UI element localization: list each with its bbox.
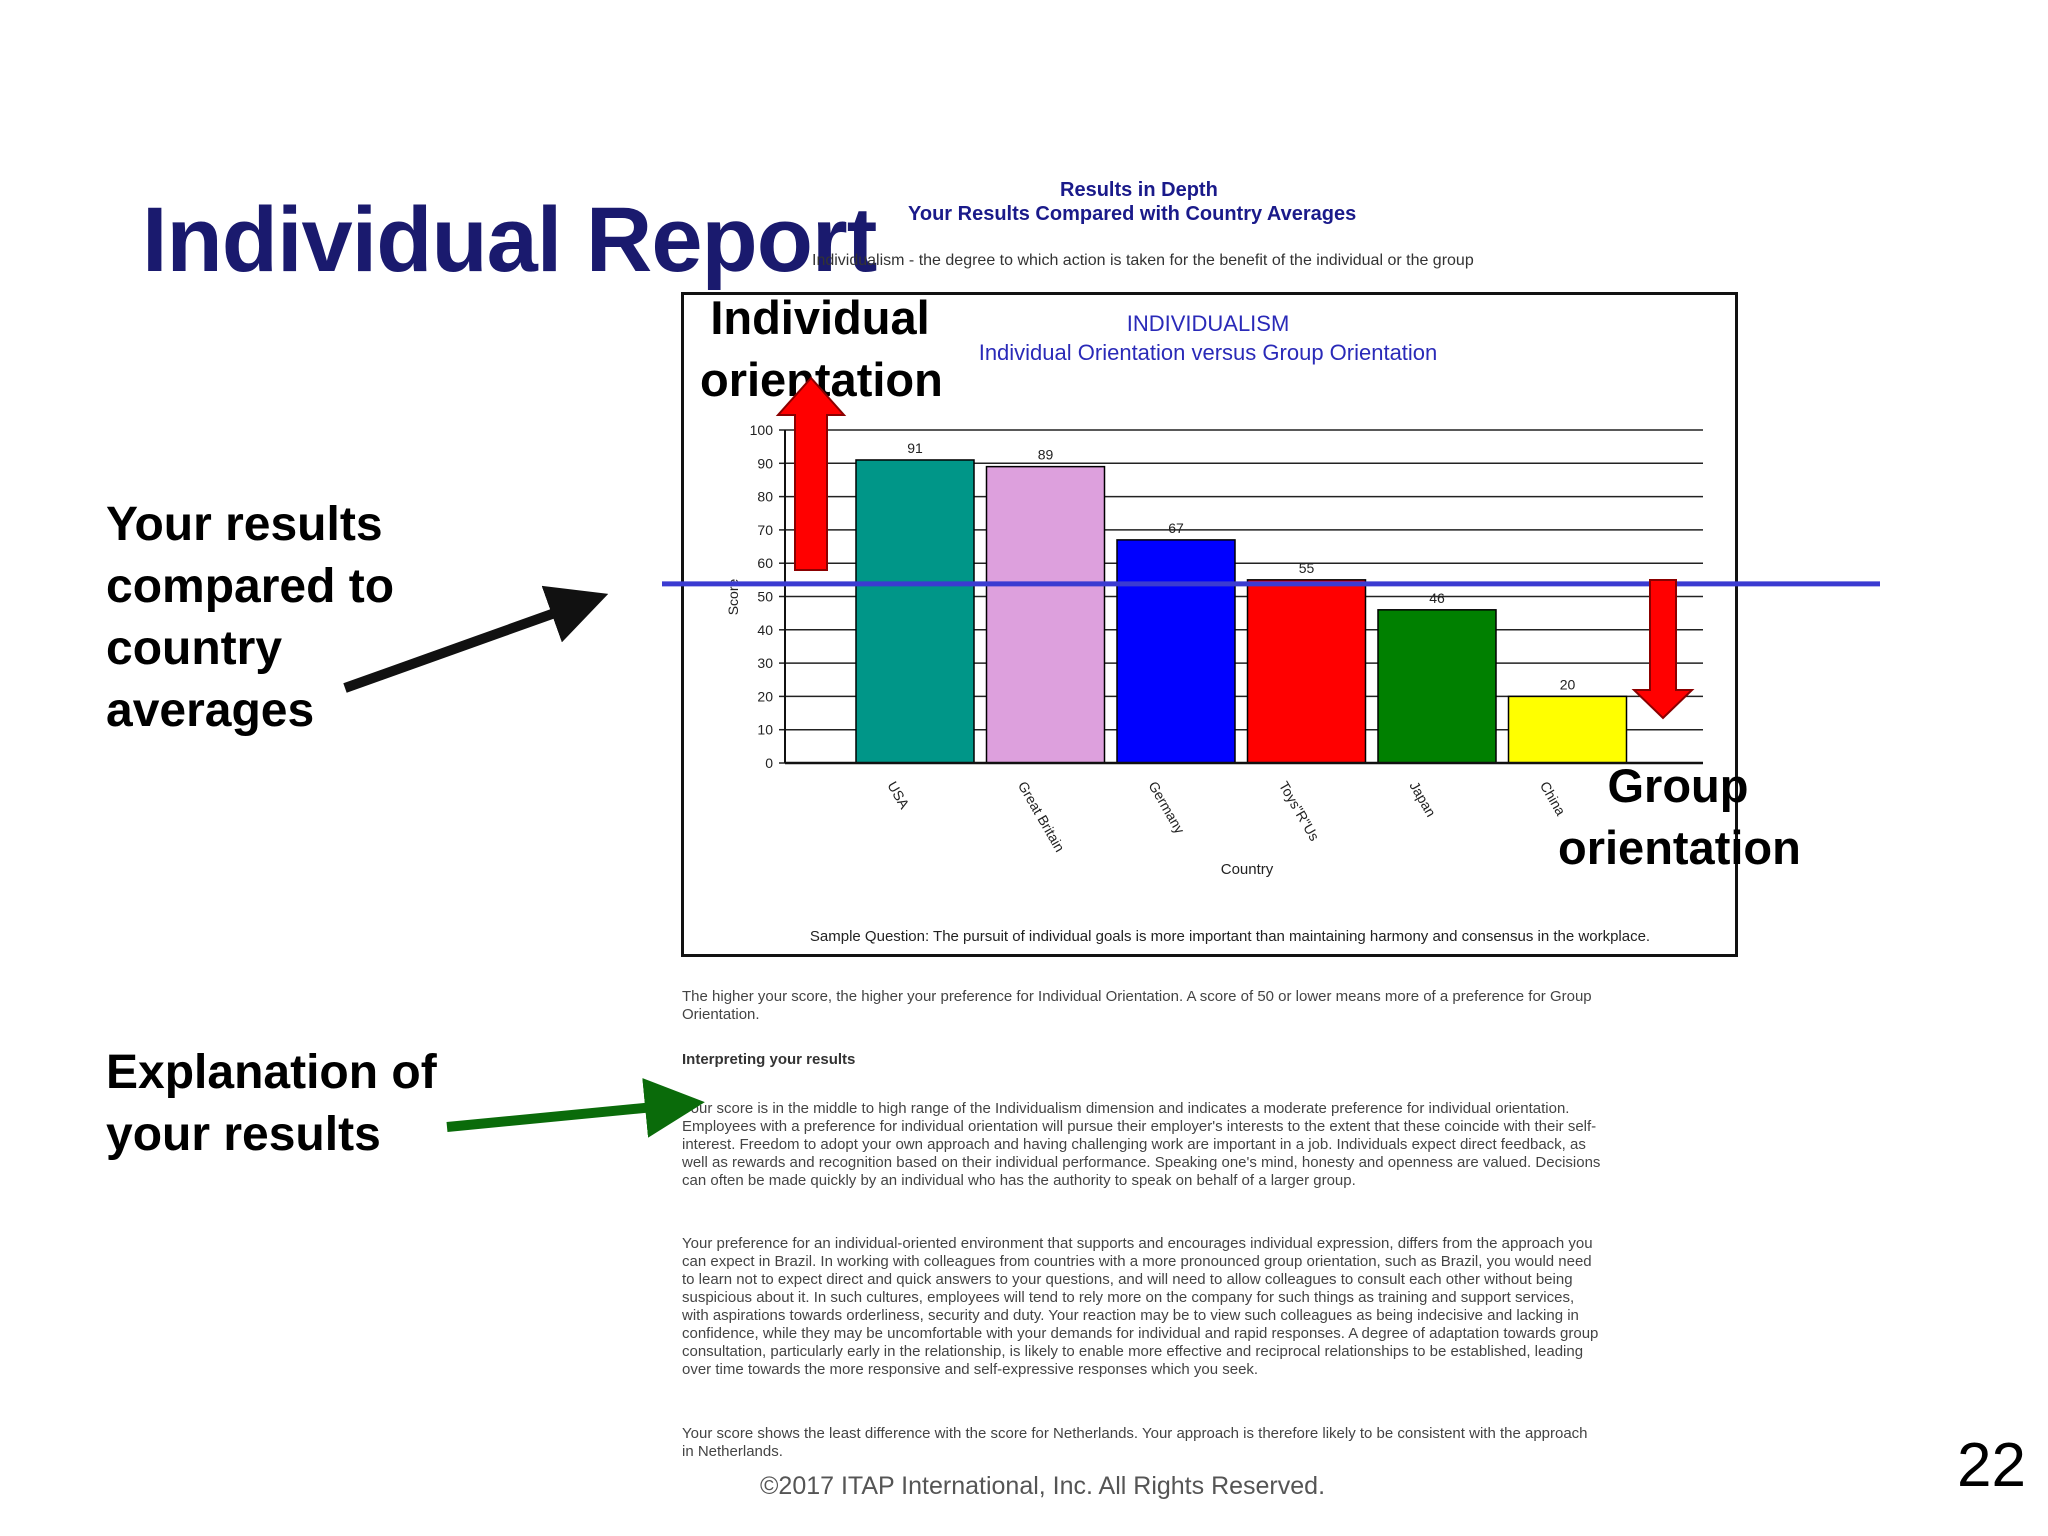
bar [1507, 695, 1628, 764]
chart-frame: INDIVIDUALISM Individual Orientation vers… [681, 292, 1738, 957]
chart-title: INDIVIDUALISM [1127, 311, 1290, 336]
interpretation-intro: The higher your score, the higher your p… [682, 988, 1592, 1023]
x-tick-label: USA [884, 779, 913, 813]
bar [985, 465, 1106, 764]
y-tick-label: 50 [757, 589, 773, 605]
data-label: 89 [1038, 447, 1054, 463]
callout-line: orientation [1558, 821, 1801, 874]
label-line: Your results [106, 498, 383, 551]
interpretation-paragraph: Your score is in the middle to high rang… [682, 1100, 1601, 1189]
y-tick-label: 70 [757, 522, 773, 538]
label-line: your results [106, 1108, 381, 1161]
bar [1116, 539, 1236, 764]
data-label: 55 [1299, 560, 1315, 576]
x-tick-label: Japan [1406, 779, 1439, 820]
y-tick-label: 60 [757, 555, 773, 571]
x-tick-label: Great Britain [1015, 779, 1068, 855]
y-tick-label: 30 [757, 655, 773, 671]
data-label: 46 [1429, 590, 1445, 606]
group-orientation-callout: Group orientation [1558, 755, 1801, 879]
results-comparison-label: Your results compared to country average… [106, 494, 394, 742]
explanation-label: Explanation of your results [106, 1042, 437, 1166]
slide-title: Individual Report [142, 189, 877, 291]
interpretation-heading: Interpreting your results [682, 1051, 856, 1068]
y-tick-label: 80 [757, 489, 773, 505]
interpretation-paragraph: Your score shows the least difference wi… [682, 1425, 1588, 1460]
data-label: 91 [907, 440, 923, 456]
label-line: Explanation of [106, 1046, 437, 1099]
data-label: 20 [1560, 676, 1576, 692]
y-tick-label: 100 [750, 422, 774, 438]
label-line: averages [106, 684, 315, 737]
individual-orientation-callout: Individual orientation [700, 287, 943, 411]
label-line: compared to [106, 560, 395, 613]
x-tick-label: Toys"R"Us [1276, 779, 1323, 844]
sample-question: Sample Question: The pursuit of individu… [810, 928, 1650, 945]
x-tick-label: Germany [1145, 779, 1188, 837]
y-tick-label: 90 [757, 455, 773, 471]
y-tick-label: 40 [757, 622, 773, 638]
explanation-pointer-arrow [446, 1078, 705, 1138]
page-number: 22 [1957, 1431, 2026, 1500]
callout-line: orientation [700, 353, 943, 406]
bar [1377, 609, 1497, 764]
copyright-footer: ©2017 ITAP International, Inc. All Right… [760, 1472, 1326, 1500]
callout-line: Group [1607, 759, 1749, 812]
report-heading: Results in Depth [1060, 179, 1218, 201]
report-subheading: Your Results Compared with Country Avera… [908, 203, 1357, 225]
dimension-definition: Individualism - the degree to which acti… [812, 252, 1474, 269]
bar [855, 459, 975, 764]
bar [1246, 579, 1367, 764]
label-line: country [106, 622, 283, 675]
data-label: 67 [1168, 520, 1184, 536]
interpretation-paragraph: Your preference for an individual-orient… [682, 1235, 1599, 1378]
y-tick-label: 10 [757, 722, 773, 738]
chart-subtitle: Individual Orientation versus Group Orie… [979, 340, 1438, 365]
y-tick-label: 20 [757, 688, 773, 704]
y-axis-label: Score [725, 579, 741, 616]
y-tick-label: 0 [765, 755, 773, 771]
callout-line: Individual [710, 291, 930, 344]
x-axis-label: Country [1221, 861, 1274, 878]
bar-chart: INDIVIDUALISM Individual Orientation vers… [725, 311, 1703, 945]
